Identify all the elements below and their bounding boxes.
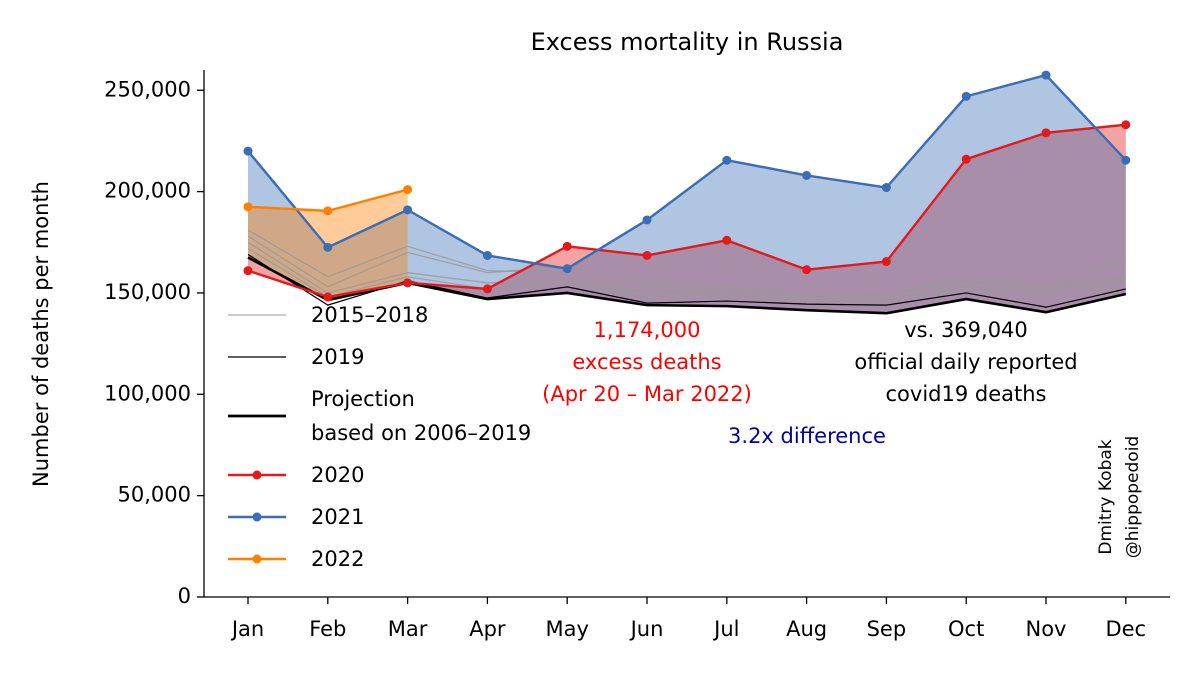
annotation: 1,174,000 excess deaths (Apr 20 – Mar 20… [542, 318, 752, 406]
point [562, 264, 572, 274]
line [247, 73, 1127, 270]
point [802, 170, 812, 180]
point [1041, 70, 1051, 80]
y-tick-label: 50,000 [118, 483, 191, 507]
excess-area [248, 75, 1126, 314]
point [961, 91, 971, 101]
legend-handle [228, 470, 286, 480]
point [243, 202, 253, 212]
point [482, 250, 492, 260]
line [247, 247, 1126, 302]
legend-entry: 2021 [222, 500, 531, 534]
x-tick-label: Nov [1026, 617, 1067, 641]
point [722, 235, 732, 245]
point [482, 284, 492, 294]
point [722, 155, 732, 165]
legend-marker [252, 512, 262, 522]
point [403, 278, 413, 288]
point [243, 146, 253, 156]
point [881, 257, 891, 267]
legend-entry: Projection based on 2006–2019 [222, 382, 531, 450]
credit: Dmitry Kobak @hippopedoid [1096, 435, 1143, 559]
x-tick-label: Oct [948, 617, 984, 641]
point [1121, 155, 1131, 165]
point [1121, 120, 1131, 130]
legend-handle [228, 414, 286, 418]
chart-title: Excess mortality in Russia [531, 28, 844, 56]
line [247, 229, 1127, 296]
x-tick-label: Jan [230, 617, 264, 641]
legend-entry: 2022 [222, 542, 531, 576]
point [323, 206, 333, 216]
y-tick-label: 150,000 [104, 280, 191, 304]
x-tick-label: Apr [469, 617, 506, 641]
legend-marker [252, 470, 262, 480]
point [961, 154, 971, 164]
legend-label: Projection based on 2006–2019 [311, 387, 532, 445]
y-tick-label: 0 [178, 584, 191, 608]
y-tick-label: 250,000 [104, 77, 191, 101]
legend-label: 2020 [311, 463, 365, 487]
legend-marker [252, 554, 262, 564]
line [247, 241, 1126, 300]
legend: 2015–2018 2019 Projection based on 2006–20… [222, 298, 531, 576]
point [403, 185, 413, 195]
y-tick-label: 200,000 [104, 179, 191, 203]
x-tick-label: May [545, 617, 588, 641]
line [247, 235, 1126, 298]
point [642, 215, 652, 225]
point [323, 242, 333, 252]
x-tick-label: Jul [712, 617, 739, 641]
legend-handle [228, 512, 286, 522]
excess-area [248, 124, 1126, 314]
point [243, 266, 253, 276]
x-tick-label: Feb [309, 617, 346, 641]
x-tick-label: Dec [1105, 617, 1146, 641]
annotation: vs. 369,040 official daily reported covi… [854, 318, 1078, 406]
annotation: 3.2x difference [728, 424, 886, 448]
point [802, 265, 812, 275]
x-tick-label: Aug [786, 617, 827, 641]
legend-handle [228, 554, 286, 564]
point [1041, 128, 1051, 138]
point [403, 205, 413, 215]
legend-label: 2019 [311, 345, 365, 369]
legend-label: 2021 [311, 505, 365, 529]
legend-handle [228, 356, 286, 358]
legend-entry: 2015–2018 [222, 298, 531, 332]
point [562, 241, 572, 251]
legend-handle [228, 314, 286, 316]
point [642, 250, 652, 260]
y-axis-label: Number of deaths per month [29, 181, 53, 487]
legend-entry: 2020 [222, 458, 531, 492]
legend-label: 2022 [311, 547, 365, 571]
x-tick-label: Jun [629, 617, 664, 641]
line [247, 123, 1126, 299]
y-tick-label: 100,000 [104, 381, 191, 405]
point [881, 183, 891, 193]
x-tick-label: Sep [867, 617, 907, 641]
point [323, 292, 333, 302]
legend-entry: 2019 [222, 340, 531, 374]
x-tick-label: Mar [388, 617, 428, 641]
legend-label: 2015–2018 [311, 303, 429, 327]
